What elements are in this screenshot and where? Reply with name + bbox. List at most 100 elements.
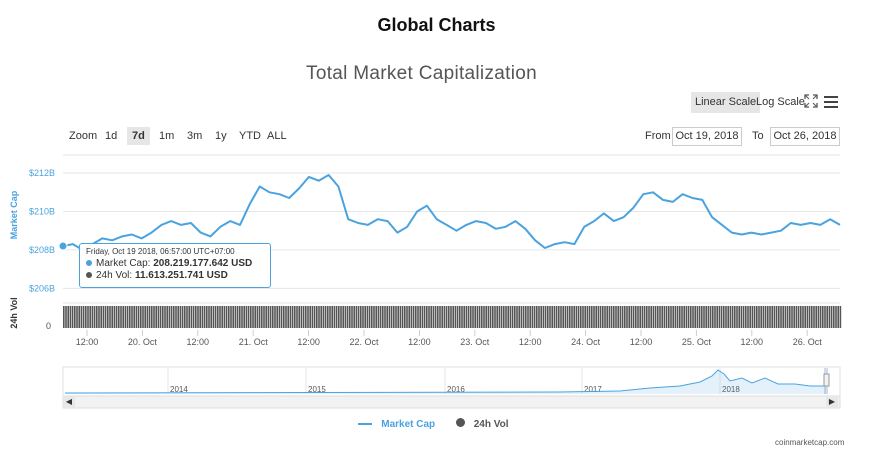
legend-24h-vol[interactable]: 24h Vol bbox=[455, 418, 515, 430]
vol-bar bbox=[685, 306, 688, 328]
fullscreen-icon[interactable] bbox=[804, 94, 818, 108]
vol-bar bbox=[421, 306, 424, 328]
market-cap-line bbox=[62, 174, 841, 251]
vol-bar bbox=[430, 306, 432, 328]
vol-bar bbox=[610, 306, 613, 328]
vol-bar bbox=[527, 306, 529, 328]
vol-bar bbox=[199, 306, 201, 328]
vol-bar bbox=[252, 306, 254, 328]
from-date-input[interactable]: Oct 19, 2018 bbox=[672, 127, 742, 146]
vol-bar bbox=[459, 306, 461, 328]
zoom-1y-button[interactable]: 1y bbox=[215, 130, 227, 142]
vol-bar bbox=[498, 306, 501, 328]
vol-bar bbox=[168, 306, 171, 328]
zoom-1m-button[interactable]: 1m bbox=[159, 130, 175, 142]
legend-market-cap[interactable]: Market Cap bbox=[358, 419, 436, 430]
vol-bar bbox=[692, 306, 694, 328]
vol-bar bbox=[646, 306, 648, 328]
vol-bar bbox=[173, 306, 175, 328]
vol-bar bbox=[393, 306, 395, 328]
x-tick-label: 22. Oct bbox=[349, 337, 379, 347]
vol-bar bbox=[192, 306, 195, 328]
tooltip-market-cap-row: Market Cap: 208.219.177.642 USD bbox=[86, 258, 264, 270]
vol-bar bbox=[824, 306, 826, 328]
zoom-3m-button[interactable]: 3m bbox=[187, 130, 203, 142]
vol-dot-icon bbox=[86, 272, 92, 278]
vol-bar bbox=[749, 306, 751, 328]
vol-bar bbox=[597, 306, 600, 328]
vol-bar bbox=[351, 306, 353, 328]
vol-bar bbox=[802, 306, 804, 328]
navigator-year-label: 2016 bbox=[447, 385, 465, 394]
vol-bar bbox=[703, 306, 705, 328]
menu-icon[interactable] bbox=[824, 95, 838, 108]
vol-bar bbox=[679, 306, 681, 328]
vol-bar bbox=[705, 306, 707, 328]
vol-bar bbox=[782, 306, 784, 328]
vol-bar bbox=[254, 306, 256, 328]
to-date-input[interactable]: Oct 26, 2018 bbox=[770, 127, 840, 146]
vol-bar bbox=[582, 306, 584, 328]
zoom-7d-button[interactable]: 7d bbox=[127, 127, 150, 145]
vol-bar bbox=[131, 306, 133, 328]
x-tick-label: 21. Oct bbox=[239, 337, 269, 347]
vol-bar bbox=[747, 306, 749, 328]
vol-bar bbox=[153, 306, 155, 328]
vol-bar bbox=[775, 306, 778, 328]
vol-bar bbox=[340, 306, 342, 328]
vol-bar bbox=[687, 306, 690, 328]
x-tick-label: 12:00 bbox=[297, 337, 320, 347]
vol-bar bbox=[247, 306, 250, 328]
vol-bar bbox=[221, 306, 223, 328]
x-tick-label: 12:00 bbox=[741, 337, 764, 347]
vol-bar bbox=[624, 306, 626, 328]
vol-bar bbox=[619, 306, 622, 328]
x-tick-label: 12:00 bbox=[519, 337, 542, 347]
vol-bar bbox=[223, 306, 226, 328]
vol-bar bbox=[324, 306, 327, 328]
vol-bar bbox=[536, 306, 538, 328]
vol-bar bbox=[311, 306, 314, 328]
vol-bar bbox=[553, 306, 556, 328]
vol-bar bbox=[91, 306, 94, 328]
hover-point bbox=[58, 241, 68, 251]
vol-bar bbox=[804, 306, 806, 328]
vol-bar bbox=[795, 306, 798, 328]
vol-bar bbox=[529, 306, 531, 328]
vol-bar bbox=[201, 306, 204, 328]
vol-bar bbox=[500, 306, 503, 328]
vol-bar bbox=[514, 306, 516, 328]
vol-bar bbox=[265, 306, 267, 328]
vol-bar bbox=[835, 306, 837, 328]
vol-bar bbox=[683, 306, 685, 328]
vol-bar bbox=[166, 306, 168, 328]
vol-bar bbox=[461, 306, 463, 328]
vol-bar bbox=[344, 306, 347, 328]
vol-bar bbox=[760, 306, 762, 328]
vol-bar bbox=[426, 306, 428, 328]
vol-bar bbox=[648, 306, 650, 328]
vol-bar bbox=[467, 306, 470, 328]
vol-bar bbox=[518, 306, 520, 328]
zoom-ytd-button[interactable]: YTD bbox=[239, 130, 261, 142]
vol-bar bbox=[285, 306, 287, 328]
vol-bar bbox=[764, 306, 767, 328]
vol-bar bbox=[261, 306, 263, 328]
vol-bar bbox=[109, 306, 111, 328]
vol-bar bbox=[349, 306, 351, 328]
vol-bar bbox=[626, 306, 628, 328]
vol-bar bbox=[146, 306, 149, 328]
y-tick-label: $210B bbox=[29, 206, 55, 216]
vol-bar bbox=[170, 306, 173, 328]
navigator-scroll-right-button[interactable]: ▶ bbox=[826, 396, 838, 408]
linear-scale-button[interactable]: Linear Scale bbox=[691, 92, 761, 113]
zoom-1d-button[interactable]: 1d bbox=[105, 130, 118, 142]
zoom-all-button[interactable]: ALL bbox=[267, 130, 287, 142]
navigator-area bbox=[65, 370, 826, 394]
vol-bar bbox=[778, 306, 780, 328]
vol-bar bbox=[313, 306, 316, 328]
log-scale-button[interactable]: Log Scale bbox=[756, 96, 805, 108]
navigator-scroll-left-button[interactable]: ◀ bbox=[63, 396, 75, 408]
vol-bar bbox=[665, 306, 668, 328]
